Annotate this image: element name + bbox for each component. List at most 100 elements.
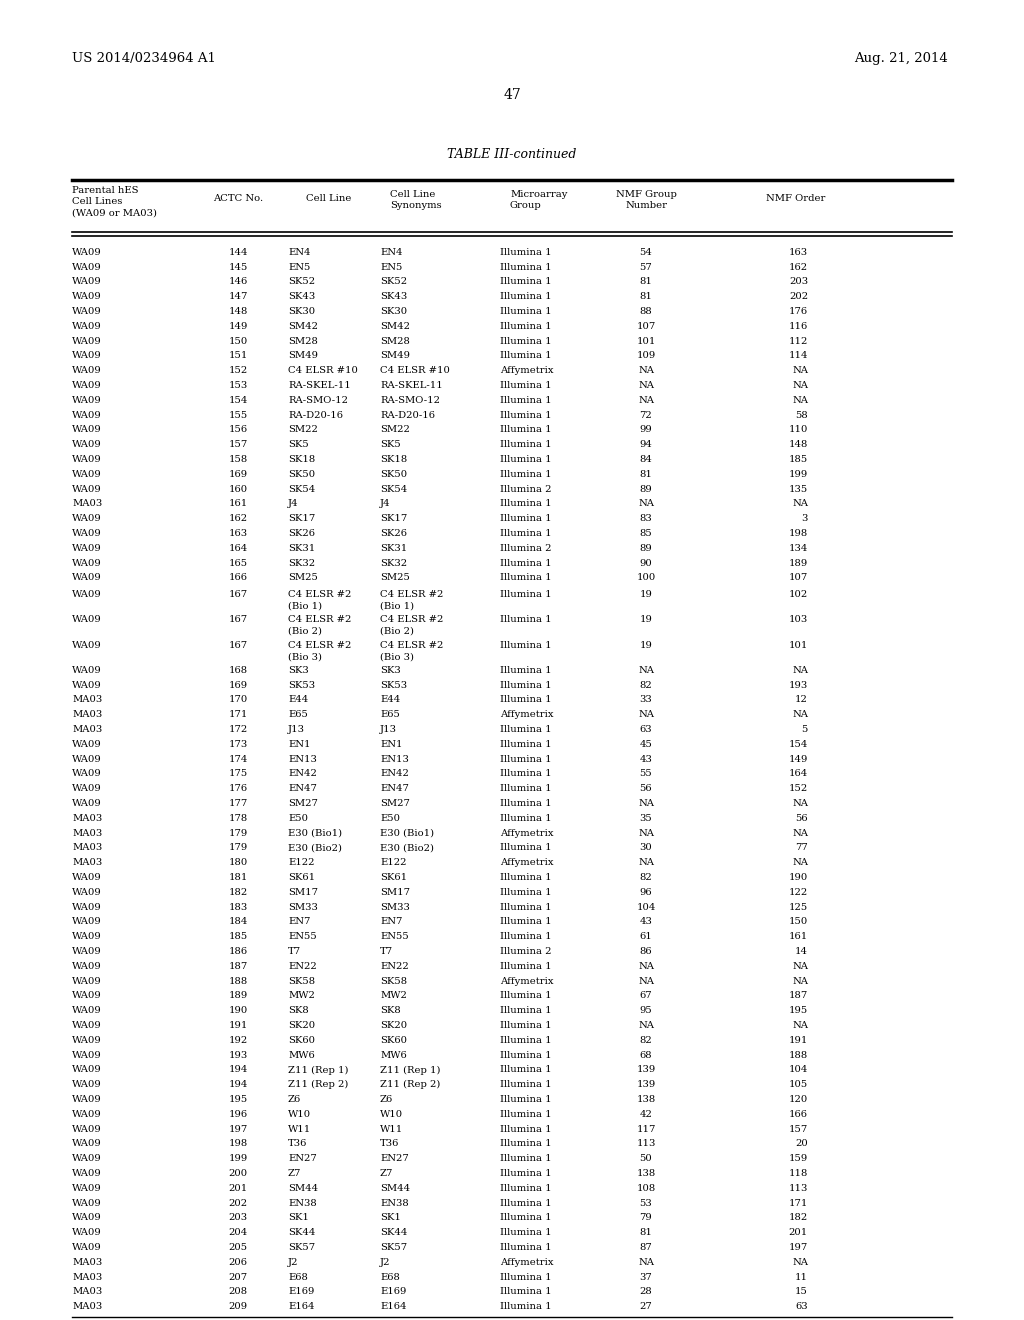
Text: EN27: EN27 [288, 1154, 316, 1163]
Text: SK30: SK30 [380, 308, 408, 315]
Text: WA09: WA09 [72, 263, 101, 272]
Text: 82: 82 [640, 873, 652, 882]
Text: Illumina 1: Illumina 1 [500, 1243, 552, 1253]
Text: 19: 19 [640, 615, 652, 624]
Text: EN38: EN38 [380, 1199, 409, 1208]
Text: 30: 30 [640, 843, 652, 853]
Text: 89: 89 [640, 484, 652, 494]
Text: Illumina 1: Illumina 1 [500, 1287, 552, 1296]
Text: E44: E44 [288, 696, 308, 705]
Text: WA09: WA09 [72, 1096, 101, 1104]
Text: EN47: EN47 [380, 784, 409, 793]
Text: 193: 193 [228, 1051, 248, 1060]
Text: WA09: WA09 [72, 1199, 101, 1208]
Text: 42: 42 [640, 1110, 652, 1119]
Text: WA09: WA09 [72, 1243, 101, 1253]
Text: SM25: SM25 [380, 573, 410, 582]
Text: 28: 28 [640, 1287, 652, 1296]
Text: NA: NA [792, 396, 808, 405]
Text: 195: 195 [788, 1006, 808, 1015]
Text: WA09: WA09 [72, 455, 101, 463]
Text: 167: 167 [228, 590, 248, 598]
Text: SM33: SM33 [288, 903, 317, 912]
Text: 203: 203 [788, 277, 808, 286]
Text: Z7: Z7 [380, 1170, 393, 1177]
Text: E65: E65 [380, 710, 400, 719]
Text: J2: J2 [380, 1258, 390, 1267]
Text: WA09: WA09 [72, 977, 101, 986]
Text: E30 (Bio1): E30 (Bio1) [380, 829, 434, 838]
Text: 170: 170 [228, 696, 248, 705]
Text: SM25: SM25 [288, 573, 317, 582]
Text: Illumina 1: Illumina 1 [500, 665, 552, 675]
Text: 200: 200 [228, 1170, 248, 1177]
Text: SK58: SK58 [380, 977, 408, 986]
Text: Illumina 1: Illumina 1 [500, 888, 552, 896]
Text: (Bio 3): (Bio 3) [380, 653, 414, 661]
Text: NA: NA [638, 1258, 654, 1267]
Text: Affymetrix: Affymetrix [500, 366, 554, 375]
Text: SK20: SK20 [288, 1022, 315, 1030]
Text: (Bio 1): (Bio 1) [288, 601, 323, 610]
Text: NA: NA [792, 829, 808, 838]
Text: 181: 181 [228, 873, 248, 882]
Text: WA09: WA09 [72, 1080, 101, 1089]
Text: 114: 114 [788, 351, 808, 360]
Text: Illumina 1: Illumina 1 [500, 558, 552, 568]
Text: 202: 202 [228, 1199, 248, 1208]
Text: J13: J13 [288, 725, 305, 734]
Text: NA: NA [792, 858, 808, 867]
Text: SK60: SK60 [380, 1036, 407, 1045]
Text: MA03: MA03 [72, 499, 102, 508]
Text: WA09: WA09 [72, 917, 101, 927]
Text: Illumina 1: Illumina 1 [500, 381, 552, 389]
Text: WA09: WA09 [72, 337, 101, 346]
Text: 45: 45 [640, 741, 652, 748]
Text: 125: 125 [788, 903, 808, 912]
Text: WA09: WA09 [72, 962, 101, 972]
Text: 147: 147 [228, 292, 248, 301]
Text: 171: 171 [228, 710, 248, 719]
Text: Z11 (Rep 2): Z11 (Rep 2) [380, 1080, 440, 1089]
Text: Illumina 2: Illumina 2 [500, 544, 552, 553]
Text: Illumina 1: Illumina 1 [500, 814, 552, 822]
Text: EN38: EN38 [288, 1199, 316, 1208]
Text: EN1: EN1 [380, 741, 402, 748]
Text: WA09: WA09 [72, 991, 101, 1001]
Text: 113: 113 [636, 1139, 655, 1148]
Text: MA03: MA03 [72, 1303, 102, 1311]
Text: 185: 185 [788, 455, 808, 463]
Text: E65: E65 [288, 710, 308, 719]
Text: NA: NA [638, 962, 654, 972]
Text: TABLE III-continued: TABLE III-continued [447, 148, 577, 161]
Text: 89: 89 [640, 544, 652, 553]
Text: MW2: MW2 [288, 991, 314, 1001]
Text: 188: 188 [228, 977, 248, 986]
Text: 199: 199 [788, 470, 808, 479]
Text: WA09: WA09 [72, 248, 101, 257]
Text: Z11 (Rep 2): Z11 (Rep 2) [288, 1080, 348, 1089]
Text: NA: NA [792, 977, 808, 986]
Text: MW2: MW2 [380, 991, 407, 1001]
Text: 94: 94 [640, 440, 652, 449]
Text: 148: 148 [228, 308, 248, 315]
Text: 11: 11 [795, 1272, 808, 1282]
Text: 82: 82 [640, 681, 652, 689]
Text: NA: NA [792, 799, 808, 808]
Text: 144: 144 [228, 248, 248, 257]
Text: SK53: SK53 [380, 681, 408, 689]
Text: RA-SKEL-11: RA-SKEL-11 [288, 381, 351, 389]
Text: NA: NA [792, 962, 808, 972]
Text: SK26: SK26 [380, 529, 407, 539]
Text: 174: 174 [228, 755, 248, 764]
Text: J4: J4 [380, 499, 390, 508]
Text: NA: NA [638, 799, 654, 808]
Text: SK8: SK8 [380, 1006, 400, 1015]
Text: 184: 184 [228, 917, 248, 927]
Text: SM28: SM28 [288, 337, 317, 346]
Text: E68: E68 [380, 1272, 400, 1282]
Text: MW6: MW6 [288, 1051, 314, 1060]
Text: WA09: WA09 [72, 1213, 101, 1222]
Text: SM27: SM27 [288, 799, 317, 808]
Text: Z11 (Rep 1): Z11 (Rep 1) [380, 1065, 440, 1074]
